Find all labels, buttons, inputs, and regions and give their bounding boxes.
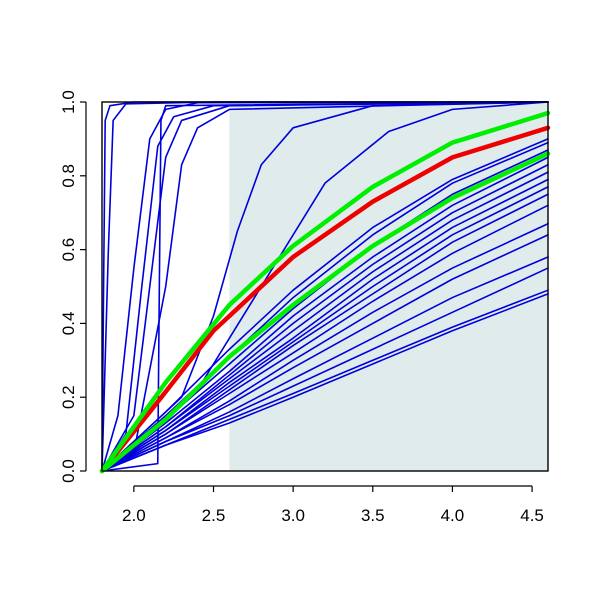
plot-frame	[101, 101, 549, 472]
x-tick-label: 2.0	[122, 506, 146, 525]
x-tick-label: 4.0	[441, 506, 465, 525]
series-line-0	[99, 125, 551, 474]
x-tick-label: 4.5	[520, 506, 544, 525]
series-line-5	[101, 101, 549, 472]
plot-area	[99, 101, 551, 474]
x-tick-label: 3.0	[281, 506, 305, 525]
y-tick-label: 0.2	[59, 385, 78, 409]
series-line-2	[99, 151, 551, 474]
series-line-27	[101, 293, 549, 472]
series-line-23	[101, 234, 549, 472]
y-tick-label: 1.0	[59, 90, 78, 114]
y-tick-label: 0.8	[59, 164, 78, 188]
axes: 2.0 2.5 3.0 3.5 4.0 4.5 0.0 0.2 0.4 0.6 0.8 1.0	[59, 90, 549, 525]
y-tick-label: 0.4	[59, 312, 78, 336]
x-tick-label: 3.5	[361, 506, 385, 525]
series-line-10	[101, 101, 549, 472]
series-line-13	[101, 141, 549, 472]
series-line-25	[101, 267, 549, 472]
series-layer	[99, 101, 551, 474]
y-tick-label: 0.0	[59, 459, 78, 483]
series-line-17	[101, 171, 549, 472]
series-line-15	[101, 156, 549, 472]
series-line-1	[99, 110, 551, 474]
y-tick-label: 0.6	[59, 238, 78, 262]
series-line-12	[101, 138, 549, 472]
series-line-19	[101, 186, 549, 472]
series-line-8	[101, 101, 549, 472]
series-line-21	[101, 204, 549, 472]
shaded-region	[229, 102, 548, 471]
x-tick-label: 2.5	[202, 506, 226, 525]
